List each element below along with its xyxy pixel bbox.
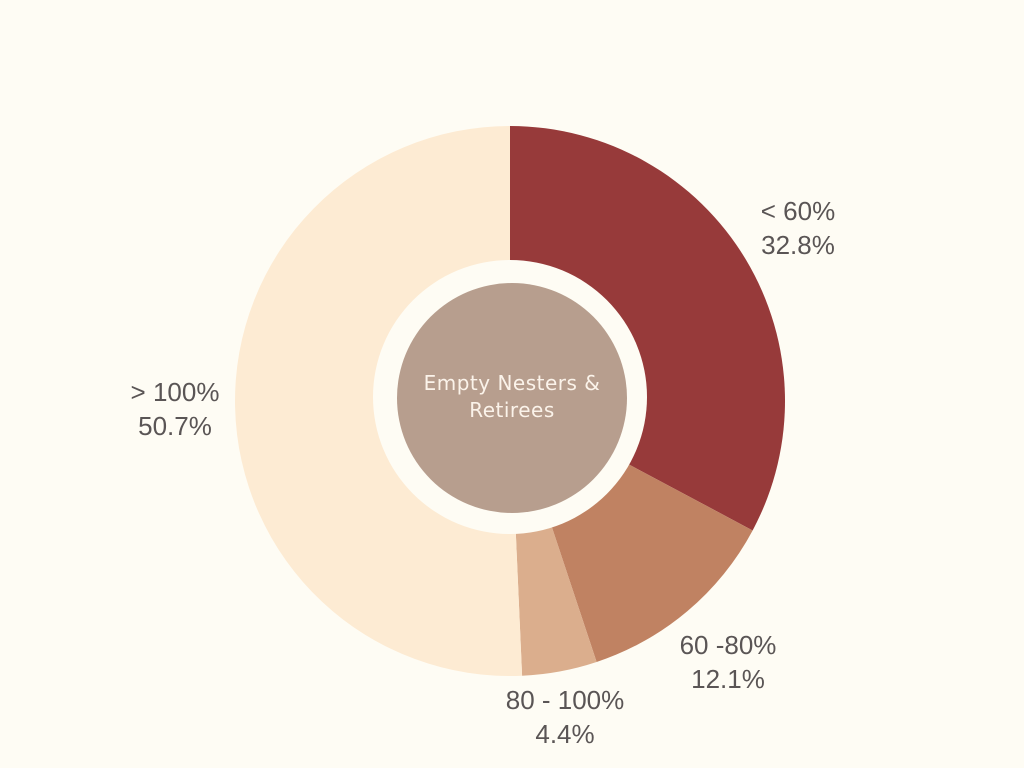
slice-label-80-100: 80 - 100% 4.4% — [465, 683, 665, 751]
slice-label-60-80: 60 -80% 12.1% — [628, 628, 828, 696]
center-title: Empty Nesters & Retirees — [423, 371, 601, 422]
slice-category: 80 - 100% — [505, 685, 625, 715]
slice-label-lt60: < 60% 32.8% — [698, 194, 898, 262]
slice-category: > 100% — [130, 377, 220, 407]
center-circle — [397, 283, 627, 513]
slice-value: 32.8% — [761, 230, 835, 260]
slice-category: < 60% — [760, 196, 836, 226]
slice-value: 12.1% — [691, 664, 765, 694]
slice-value: 50.7% — [138, 411, 212, 441]
slice-category: 60 -80% — [679, 630, 777, 660]
slice-value: 4.4% — [535, 719, 595, 749]
slice-label-gt100: > 100% 50.7% — [75, 375, 275, 443]
